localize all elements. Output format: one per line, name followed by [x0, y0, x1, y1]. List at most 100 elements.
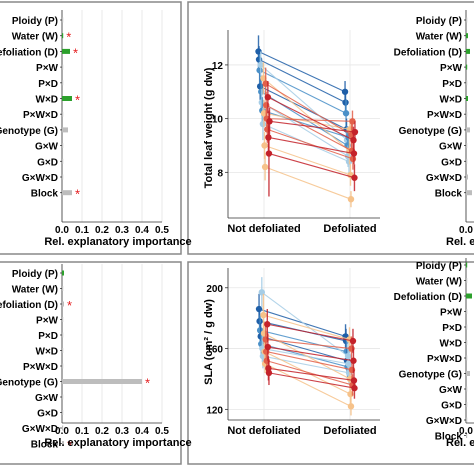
y-tick-label: 8 — [217, 168, 223, 179]
significance-star: * — [67, 298, 72, 313]
importance-bar — [466, 340, 468, 345]
importance-bar — [62, 64, 64, 70]
reaction-line — [268, 153, 355, 179]
importance-bar — [466, 64, 468, 70]
importance-chart-top-left: Ploidy (P) Water (W) Defoliation (D) P×W P×D… — [0, 10, 192, 248]
term-label: G×W×D — [22, 173, 58, 184]
term-label: G×W×D — [426, 416, 462, 427]
term-label: G×W×D — [22, 424, 58, 435]
importance-bar — [62, 143, 64, 149]
term-label: Ploidy (P) — [12, 269, 58, 280]
importance-bar — [62, 286, 64, 291]
term-label: P×W — [440, 308, 463, 319]
x-tick-label: 0.0 — [459, 426, 473, 437]
significance-star: * — [75, 187, 80, 202]
term-label: Ploidy (P) — [12, 16, 58, 27]
mean-point — [347, 196, 355, 203]
reaction-line — [261, 291, 349, 357]
reaction-line — [263, 112, 351, 130]
importance-bar — [466, 48, 470, 54]
term-label: P×W×D — [23, 362, 58, 373]
x-axis-label: Rel. explanatory importance — [44, 437, 191, 449]
x-tick-label: 0.5 — [155, 225, 169, 236]
x-tick-label: 0.3 — [115, 426, 129, 437]
importance-bar — [466, 309, 468, 314]
genotype-line — [263, 348, 356, 396]
term-label: Defoliation (D) — [394, 47, 462, 58]
importance-bar — [466, 371, 470, 376]
x-axis-label: Rel. explanatory importance — [44, 236, 191, 248]
importance-bar — [62, 174, 64, 180]
mean-point — [256, 83, 264, 90]
x-tick-label: 0.1 — [75, 225, 89, 236]
mean-point — [350, 357, 357, 364]
mean-point — [260, 311, 267, 319]
reaction-line — [264, 144, 351, 176]
x-tick-label: 0.0 — [459, 225, 473, 236]
reaction-line — [266, 351, 353, 371]
genotype-line — [264, 309, 357, 354]
reaction-line — [260, 64, 348, 141]
mean-point — [259, 120, 267, 128]
reaction-line — [260, 329, 347, 353]
reaction-line — [266, 118, 353, 122]
mean-point — [349, 337, 357, 345]
term-label: Defoliation (D) — [394, 292, 462, 303]
significance-star: * — [73, 45, 78, 60]
significance-star: * — [145, 376, 150, 391]
term-label: Ploidy (P) — [416, 261, 462, 272]
importance-bar — [466, 293, 472, 299]
panel-border-top-left — [0, 1, 182, 255]
importance-chart-bottom-right: Ploidy (P) Water (W) Defoliation (D) P×W P×D… — [394, 258, 474, 449]
reaction-line — [264, 363, 352, 407]
term-label: W×D — [36, 347, 59, 358]
importance-bar — [62, 48, 70, 54]
x-tick-label: 0.0 — [55, 225, 69, 236]
term-label: G×D — [37, 409, 58, 420]
importance-bar — [466, 158, 468, 164]
reaction-line — [265, 104, 353, 152]
importance-bar — [466, 355, 468, 361]
reaction-line — [263, 314, 350, 340]
term-label: W×D — [440, 95, 463, 106]
mean-point — [350, 150, 358, 157]
y-tick-label: 12 — [212, 61, 224, 72]
reaction-line — [266, 360, 353, 386]
mean-point — [264, 343, 272, 351]
importance-bar — [466, 402, 468, 407]
term-label: Block — [435, 189, 463, 200]
importance-bar — [466, 96, 468, 101]
mean-point — [351, 128, 359, 136]
importance-bar — [62, 96, 72, 101]
importance-bar — [62, 394, 64, 400]
importance-bar — [466, 174, 468, 180]
x-tick-label: Not defoliated — [227, 223, 300, 235]
importance-bar — [62, 332, 64, 338]
mean-point — [349, 155, 357, 163]
y-tick-label: 160 — [206, 345, 223, 356]
term-label: efoliation (D) — [0, 300, 58, 311]
leaf-weight-chart: 8 10 12 Not defoliated Defoliated Total lea… — [203, 30, 380, 235]
x-tick-label: 0.4 — [135, 225, 149, 236]
reaction-line — [259, 69, 347, 114]
term-label: Water (W) — [416, 277, 462, 288]
term-label: P×D — [38, 79, 58, 90]
x-tick-label: Not defoliated — [227, 425, 300, 437]
importance-bar — [466, 278, 468, 283]
term-label: G×W — [35, 393, 59, 404]
mean-point — [349, 118, 356, 125]
importance-bar — [466, 417, 468, 423]
importance-bar — [62, 158, 64, 164]
term-label: P×W — [36, 316, 59, 327]
reaction-line — [265, 338, 352, 350]
importance-bar — [62, 270, 64, 276]
y-axis-label: Total leaf weight (g dw) — [203, 67, 215, 188]
mean-point — [266, 118, 273, 125]
importance-bar — [62, 111, 64, 117]
genotype-line — [261, 153, 355, 208]
reaction-line — [268, 136, 355, 155]
mean-point — [264, 321, 271, 328]
importance-bar — [62, 190, 72, 196]
x-tick-label: Defoliated — [323, 223, 376, 235]
genotype-line — [265, 360, 358, 399]
